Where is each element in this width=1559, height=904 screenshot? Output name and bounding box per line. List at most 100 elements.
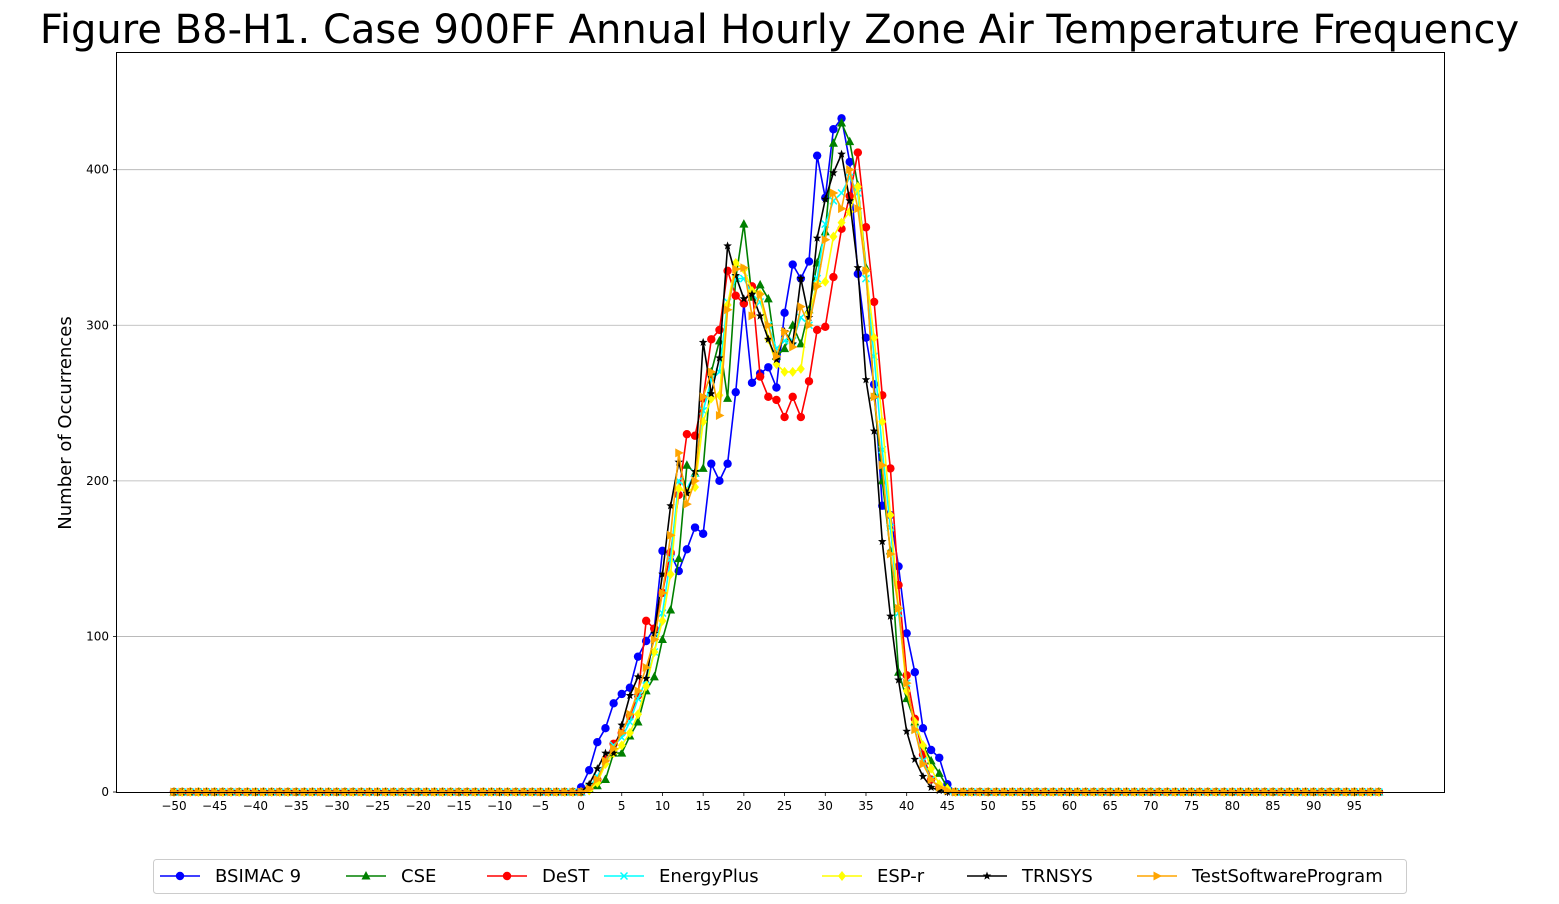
data-point [902, 629, 911, 638]
data-point [593, 738, 602, 747]
data-point [675, 448, 684, 458]
data-point [714, 335, 724, 345]
data-point [634, 686, 644, 696]
x-tick-label: 75 [1184, 799, 1199, 813]
data-point [829, 125, 838, 134]
data-point [674, 457, 684, 466]
data-point [935, 782, 945, 792]
legend: BSIMAC 9 CSE DeST EnergyPlus ESP-r TRNSYS Test… [153, 859, 1407, 894]
data-point [642, 681, 651, 692]
data-point [658, 569, 667, 578]
data-point [683, 499, 692, 509]
data-point [837, 217, 846, 228]
data-point [780, 308, 789, 318]
legend-marker [619, 871, 629, 881]
data-point [903, 678, 912, 688]
data-point [829, 188, 839, 198]
data-point [812, 151, 822, 160]
data-point [731, 387, 740, 397]
data-point [877, 537, 887, 546]
data-point [649, 671, 659, 681]
series-trnsys [169, 149, 1384, 796]
legend-label: TRNSYS [1021, 866, 1093, 887]
data-point [853, 148, 863, 157]
data-point [674, 553, 684, 563]
data-point [797, 302, 806, 312]
data-point [650, 646, 659, 657]
data-point [617, 720, 627, 729]
legend-marker [1153, 871, 1162, 881]
data-point [829, 168, 838, 177]
legend-label: CSE [401, 866, 436, 887]
data-point [796, 363, 805, 374]
data-point [804, 312, 814, 322]
data-point [918, 740, 927, 751]
data-point [821, 235, 831, 245]
data-point [666, 604, 676, 614]
data-point [682, 488, 692, 497]
data-point [894, 667, 904, 676]
data-point [821, 322, 830, 332]
data-point [845, 136, 855, 146]
data-point [878, 416, 887, 427]
series-line [173, 116, 1379, 793]
data-point [934, 768, 944, 777]
data-point [609, 748, 618, 757]
x-tick-label: 10 [655, 799, 670, 813]
plot-area [116, 52, 1445, 793]
series-line [173, 151, 1379, 793]
data-point [772, 351, 782, 361]
data-point [723, 459, 732, 468]
data-point [691, 476, 701, 486]
data-point [723, 241, 732, 250]
data-point [894, 675, 903, 684]
data-point [878, 460, 888, 470]
data-point [666, 569, 675, 580]
data-point [772, 395, 781, 405]
data-point [935, 753, 944, 762]
data-point [813, 281, 823, 291]
data-point [593, 764, 602, 773]
y-tick-label: 400 [86, 163, 109, 177]
legend-item: BSIMAC 9 [160, 866, 301, 887]
data-point [690, 523, 700, 532]
legend-marker [982, 871, 992, 880]
data-point [584, 779, 594, 788]
data-point [895, 603, 904, 613]
y-tick-label: 200 [86, 474, 109, 488]
data-point [747, 289, 757, 298]
data-point [788, 392, 797, 402]
data-point [886, 611, 895, 620]
data-point [625, 727, 634, 738]
data-point [837, 118, 847, 127]
legend-marker [502, 871, 512, 881]
data-point [617, 748, 627, 757]
data-point [715, 353, 724, 362]
legend-label: BSIMAC 9 [215, 866, 301, 887]
data-point [682, 460, 692, 469]
legend-label: ESP-r [877, 866, 925, 887]
data-point [601, 724, 610, 733]
data-point [804, 377, 814, 386]
data-point [853, 263, 863, 272]
x-tick-label: 30 [818, 799, 833, 813]
data-point [821, 194, 830, 203]
data-point [780, 412, 789, 422]
series-energyplus [169, 173, 1383, 797]
data-point [870, 332, 879, 343]
data-point [707, 459, 716, 468]
data-point [829, 272, 838, 282]
data-point [902, 726, 911, 735]
data-point [642, 663, 652, 673]
data-point [764, 363, 773, 372]
data-point [740, 263, 749, 273]
x-tick-label: 25 [777, 799, 792, 813]
data-point [699, 392, 709, 402]
data-point [707, 389, 716, 398]
data-point [682, 429, 692, 439]
data-point [633, 716, 643, 726]
data-point [732, 264, 741, 274]
data-point [617, 740, 626, 751]
